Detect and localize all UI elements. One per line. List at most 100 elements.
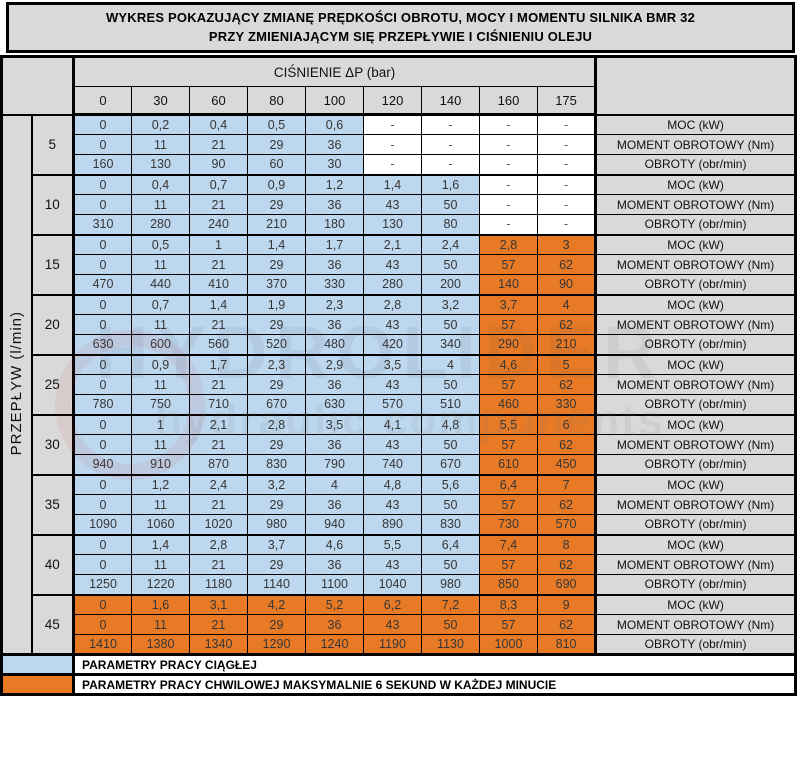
obroty-flow35-dp0: 1090 <box>73 514 132 535</box>
metric-label: MOMENT OBROTOWY (Nm) <box>594 134 796 155</box>
obroty-flow35-dp160: 730 <box>479 514 538 535</box>
obroty-flow15-dp60: 410 <box>189 274 248 295</box>
table-row: 1410 1380 1340 1290 1240 1190 1130 1000 810 OBROT… <box>2 634 796 655</box>
moment-flow25-dp175: 62 <box>536 374 597 395</box>
moment-flow10-dp140: 50 <box>421 194 480 215</box>
moment-flow25-dp100: 36 <box>305 374 364 395</box>
moc-flow45-dp100: 5,2 <box>305 593 364 615</box>
metric-label: OBROTY (obr/min) <box>594 334 796 355</box>
moment-flow45-dp140: 50 <box>421 614 480 635</box>
moc-flow20-dp80: 1,9 <box>247 293 306 315</box>
obroty-flow30-dp30: 910 <box>131 454 190 475</box>
obroty-flow45-dp160: 1000 <box>479 634 538 655</box>
flow-value-5: 5 <box>31 113 75 175</box>
moment-flow45-dp100: 36 <box>305 614 364 635</box>
metric-label: MOC (kW) <box>594 293 796 315</box>
moc-flow40-dp0: 0 <box>73 533 132 555</box>
moment-flow10-dp100: 36 <box>305 194 364 215</box>
moment-flow15-dp30: 11 <box>131 254 190 275</box>
pressure-col-160: 160 <box>479 86 538 116</box>
moc-flow35-dp120: 4,8 <box>363 473 422 495</box>
moc-flow40-dp175: 8 <box>536 533 597 555</box>
moment-flow15-dp0: 0 <box>73 254 132 275</box>
pressure-col-100: 100 <box>305 86 364 116</box>
metric-label: MOMENT OBROTOWY (Nm) <box>594 194 796 215</box>
pressure-col-30: 30 <box>131 86 190 116</box>
table-row: 1250 1220 1180 1140 1100 1040 980 850 690 OBROTY … <box>2 574 796 595</box>
moment-flow20-dp80: 29 <box>247 314 306 335</box>
moc-flow40-dp60: 2,8 <box>189 533 248 555</box>
moc-flow10-dp100: 1,2 <box>305 173 364 195</box>
obroty-flow20-dp100: 480 <box>305 334 364 355</box>
obroty-flow40-dp60: 1180 <box>189 574 248 595</box>
moment-flow5-dp60: 21 <box>189 134 248 155</box>
obroty-flow25-dp100: 630 <box>305 394 364 415</box>
moment-flow30-dp80: 29 <box>247 434 306 455</box>
moment-flow5-dp140: - <box>421 134 480 155</box>
moment-flow5-dp30: 11 <box>131 134 190 155</box>
moc-flow10-dp60: 0,7 <box>189 173 248 195</box>
moment-flow30-dp100: 36 <box>305 434 364 455</box>
table-row: 20 0 0,7 1,4 1,9 2,3 2,8 3,2 3,7 4 MOC (kW) <box>2 293 796 355</box>
obroty-flow25-dp140: 510 <box>421 394 480 415</box>
obroty-flow40-dp175: 690 <box>536 574 597 595</box>
obroty-flow30-dp140: 670 <box>421 454 480 475</box>
legend-row-momentary: PARAMETRY PRACY CHWILOWEJ MAKSYMALNIE 6 … <box>1 673 796 696</box>
moc-flow15-dp30: 0,5 <box>131 233 190 255</box>
metric-label: OBROTY (obr/min) <box>594 454 796 475</box>
metric-label: MOC (kW) <box>594 173 796 195</box>
table-row: 0 11 21 29 36 43 50 57 62 MOMENT OBROTOWY (Nm) <box>2 494 796 515</box>
moment-flow5-dp120: - <box>363 134 422 155</box>
metric-label: MOC (kW) <box>594 353 796 375</box>
metric-label: OBROTY (obr/min) <box>594 574 796 595</box>
moment-flow15-dp80: 29 <box>247 254 306 275</box>
obroty-flow15-dp175: 90 <box>536 274 597 295</box>
moc-flow20-dp60: 1,4 <box>189 293 248 315</box>
metric-label: MOMENT OBROTOWY (Nm) <box>594 494 796 515</box>
metric-label: MOMENT OBROTOWY (Nm) <box>594 314 796 335</box>
moc-flow10-dp30: 0,4 <box>131 173 190 195</box>
obroty-flow25-dp160: 460 <box>479 394 538 415</box>
legend-swatch-orange <box>1 673 75 696</box>
obroty-flow45-dp120: 1190 <box>363 634 422 655</box>
moment-flow15-dp60: 21 <box>189 254 248 275</box>
metric-label: OBROTY (obr/min) <box>594 154 796 175</box>
moment-flow45-dp160: 57 <box>479 614 538 635</box>
moment-flow40-dp160: 57 <box>479 554 538 575</box>
moc-flow45-dp160: 8,3 <box>479 593 538 615</box>
moc-flow20-dp30: 0,7 <box>131 293 190 315</box>
metric-label: MOC (kW) <box>594 413 796 435</box>
obroty-flow45-dp140: 1130 <box>421 634 480 655</box>
metric-label: MOMENT OBROTOWY (Nm) <box>594 254 796 275</box>
metric-label: OBROTY (obr/min) <box>594 394 796 415</box>
chart-title-line2: PRZY ZMIENIAJĄCYM SIĘ PRZEPŁYWIE I CIŚNI… <box>208 28 593 44</box>
moc-flow25-dp100: 2,9 <box>305 353 364 375</box>
metric-label: MOC (kW) <box>594 533 796 555</box>
legend-label-momentary: PARAMETRY PRACY CHWILOWEJ MAKSYMALNIE 6 … <box>73 673 796 696</box>
moc-flow40-dp30: 1,4 <box>131 533 190 555</box>
moc-flow45-dp60: 3,1 <box>189 593 248 615</box>
moment-flow25-dp80: 29 <box>247 374 306 395</box>
header-row-pressure-values: 0 30 60 80 100 120 140 160 175 <box>2 86 796 116</box>
moment-flow20-dp140: 50 <box>421 314 480 335</box>
table-row: 1090 1060 1020 980 940 890 830 730 570 OBROTY (ob… <box>2 514 796 535</box>
header-row-pressure-title: CIŚNIENIE ΔP (bar) <box>1 56 796 115</box>
obroty-flow25-dp120: 570 <box>363 394 422 415</box>
flow-axis-label-text: PRZEPŁYW (l/min) <box>8 310 26 455</box>
moment-flow20-dp160: 57 <box>479 314 538 335</box>
obroty-flow5-dp60: 90 <box>189 154 248 175</box>
flow-value-20: 20 <box>31 293 75 355</box>
moment-flow40-dp120: 43 <box>363 554 422 575</box>
flow-value-35: 35 <box>31 473 75 535</box>
obroty-flow35-dp175: 570 <box>536 514 597 535</box>
obroty-flow35-dp80: 980 <box>247 514 306 535</box>
obroty-flow25-dp0: 780 <box>73 394 132 415</box>
table-row: 160 130 90 60 30- - - - OBROTY (obr/min) <box>2 154 796 175</box>
moc-flow35-dp80: 3,2 <box>247 473 306 495</box>
obroty-flow40-dp120: 1040 <box>363 574 422 595</box>
obroty-flow20-dp60: 560 <box>189 334 248 355</box>
obroty-flow30-dp100: 790 <box>305 454 364 475</box>
obroty-flow5-dp175: - <box>536 154 597 175</box>
obroty-flow10-dp175: - <box>536 214 597 235</box>
